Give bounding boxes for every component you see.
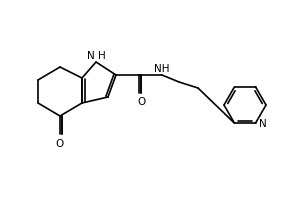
Text: O: O [137,97,145,107]
Text: N: N [260,119,267,129]
Text: O: O [56,139,64,149]
Text: NH: NH [154,64,170,74]
Text: H: H [98,51,106,61]
Text: N: N [87,51,95,61]
